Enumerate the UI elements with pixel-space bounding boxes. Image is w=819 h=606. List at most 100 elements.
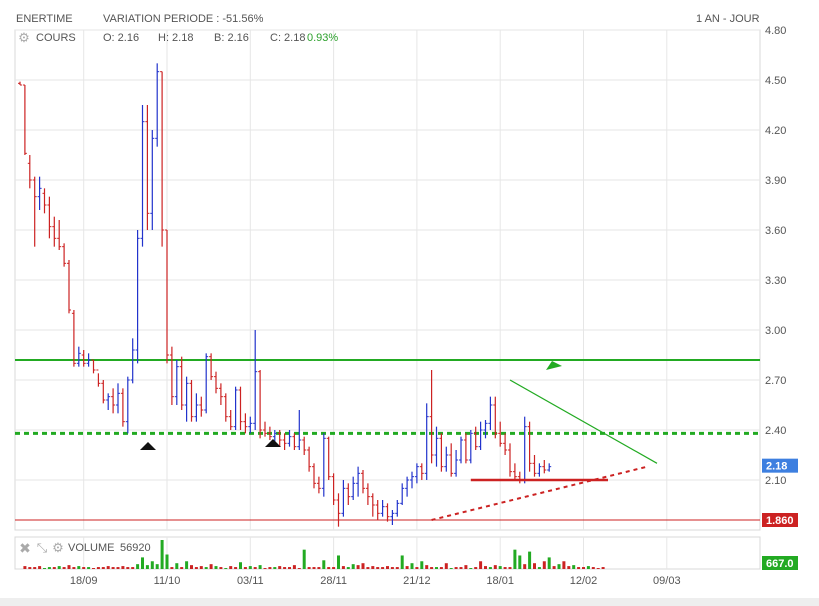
volume-bar	[160, 540, 164, 569]
marker-triangle	[140, 442, 156, 450]
volume-bar	[381, 567, 385, 569]
volume-bar	[77, 566, 81, 569]
volume-bar	[435, 567, 438, 569]
volume-bar	[577, 567, 581, 569]
volume-bar	[547, 557, 551, 569]
y-tick-label: 4.80	[765, 25, 786, 37]
volume-bar	[253, 567, 257, 569]
close-panel-icon[interactable]: ✖	[19, 540, 31, 556]
volume-bar	[243, 567, 247, 569]
volume-bar	[572, 565, 576, 569]
y-tick-label: 2.10	[765, 475, 786, 487]
volume-bar	[351, 564, 355, 569]
volume-bar	[586, 566, 590, 569]
volume-bar	[469, 568, 473, 569]
volume-bar	[116, 567, 120, 569]
y-tick-label: 3.30	[765, 275, 786, 287]
y-tick-label: 4.50	[765, 75, 786, 87]
volume-bar	[337, 555, 340, 569]
volume-bar	[302, 549, 306, 569]
volume-bar	[591, 567, 595, 569]
level-badge-bg	[762, 513, 798, 527]
volume-bar	[533, 563, 536, 569]
volume-bar	[258, 565, 262, 569]
x-tick-label: 21/12	[403, 575, 431, 587]
volume-bar	[96, 567, 100, 569]
volume-bar	[557, 564, 561, 569]
volume-bar	[150, 561, 154, 569]
volume-bar	[415, 567, 419, 569]
volume-bar	[204, 567, 208, 569]
change-value: 0.93%	[307, 32, 339, 44]
volume-bar	[459, 567, 463, 569]
open-value: O: 2.16	[103, 32, 140, 44]
volume-bar	[283, 567, 287, 569]
period-label[interactable]: 1 AN - JOUR	[696, 13, 760, 25]
volume-bar	[33, 567, 37, 569]
volume-bar	[292, 565, 296, 569]
bottom-scroll-strip[interactable]	[0, 598, 819, 606]
volume-bar	[111, 567, 115, 569]
marker-flag	[546, 361, 562, 370]
volume-bar	[278, 566, 282, 569]
high-value: H: 2.18	[158, 32, 194, 44]
volume-bar	[523, 564, 527, 569]
volume-bar	[513, 549, 517, 569]
volume-bar	[322, 560, 326, 569]
volume-bar	[425, 565, 429, 569]
volume-panel-label: VOLUME	[68, 542, 115, 554]
variation-label: VARIATION PERIODE : -51.56%	[103, 13, 264, 25]
volume-bar	[361, 563, 365, 569]
last-price-badge: 2.18	[766, 461, 787, 473]
volume-bar	[484, 566, 487, 569]
volume-bar	[390, 567, 394, 569]
volume-bar	[307, 567, 311, 569]
volume-bar	[317, 567, 321, 569]
volume-bar	[52, 567, 56, 569]
y-tick-label: 4.20	[765, 125, 786, 137]
volume-bar	[288, 567, 291, 569]
volume-bar	[395, 567, 399, 569]
volume-settings-gear-icon[interactable]: ⚙	[52, 540, 64, 555]
x-tick-label: 09/03	[653, 575, 681, 587]
x-tick-label: 28/11	[320, 575, 347, 587]
resize-icon[interactable]: ⤡	[36, 540, 48, 555]
volume-bar	[263, 568, 267, 569]
volume-bar	[87, 567, 91, 569]
volume-bar	[268, 567, 272, 569]
x-tick-label: 18/09	[70, 575, 98, 587]
volume-bar	[400, 555, 404, 569]
volume-bar	[410, 563, 414, 569]
volume-bar	[229, 566, 233, 569]
volume-bar	[454, 567, 458, 569]
volume-bar	[248, 566, 252, 569]
volume-bar	[209, 564, 213, 569]
volume-bar	[582, 567, 585, 569]
volume-bar	[165, 554, 169, 569]
volume-bar	[356, 565, 360, 569]
volume-bar	[493, 565, 497, 569]
close-value: C: 2.18	[270, 32, 306, 44]
volume-bar	[552, 566, 556, 569]
volume-bar	[175, 563, 179, 569]
volume-bar	[508, 567, 512, 569]
volume-bar	[449, 568, 453, 569]
volume-bar	[67, 565, 71, 569]
volume-bar	[136, 564, 140, 569]
last-price-badge-bg	[762, 458, 798, 473]
trendline	[431, 465, 648, 521]
volume-bar	[430, 567, 434, 569]
volume-bar	[405, 566, 409, 569]
volume-bar	[341, 566, 345, 569]
volume-bar	[185, 561, 189, 569]
volume-bar	[562, 561, 566, 569]
volume-bar	[327, 567, 331, 569]
volume-bar	[537, 567, 541, 569]
volume-bar	[214, 566, 218, 569]
volume-bar	[386, 566, 389, 569]
settings-gear-icon[interactable]: ⚙	[18, 30, 30, 45]
low-value: B: 2.16	[214, 32, 249, 44]
y-tick-label: 2.70	[765, 375, 786, 387]
volume-bar	[219, 567, 223, 569]
